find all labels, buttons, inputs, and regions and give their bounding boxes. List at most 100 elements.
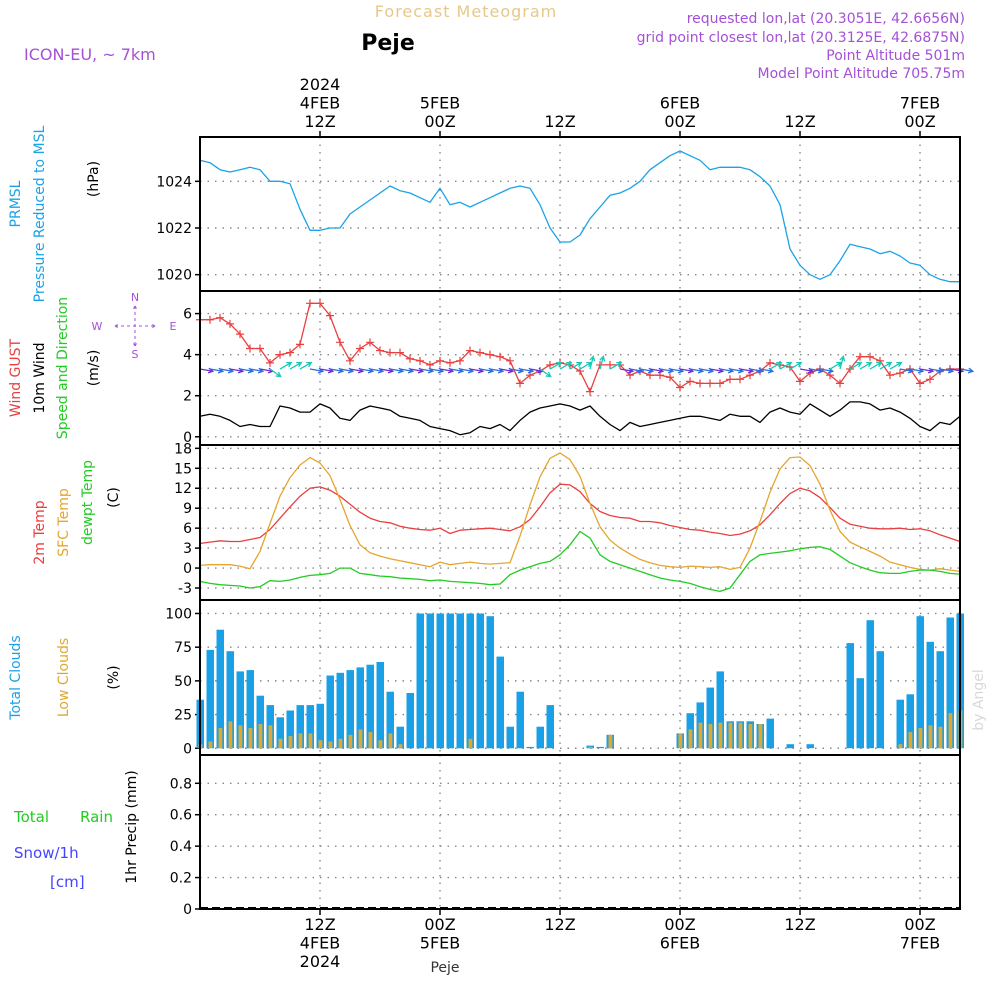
top-time-label: 6FEB [660,94,700,113]
wind-arrow [549,361,563,370]
wind-arrow [279,361,293,370]
total-cloud-bar [326,675,334,749]
total-cloud-bar [866,620,874,749]
gust-marker [506,356,514,365]
total-cloud-bar [536,726,544,749]
total-cloud-bar [546,705,554,749]
low-cloud-bar [388,733,393,749]
wind-arrow [539,368,552,378]
wind-arrow [849,361,863,370]
total-cloud-bar [466,613,474,749]
gust-marker [266,358,274,367]
total-cloud-bar [926,641,934,749]
total-cloud-bar [916,616,924,749]
total-cloud-bar [786,744,794,749]
axis-label: Speed and Direction [55,297,71,439]
total-cloud-bar [506,726,514,749]
low-cloud-bar [758,724,763,749]
total-cloud-bar [846,643,854,749]
gust-marker [516,379,524,388]
total-cloud-bar [946,617,954,749]
total-cloud-bar [936,651,944,749]
compass-e: E [170,320,177,333]
bottom-time-label: 12Z [784,915,815,934]
low-cloud-bar [938,726,943,749]
y-tick-label: 1024 [156,174,192,190]
total-cloud-bar [456,613,464,749]
y-tick-label: 1020 [156,268,192,284]
wind-arrow [599,355,606,370]
total-cloud-bar [476,613,484,749]
gust-marker [226,319,234,328]
axis-label: Pressure Reduced to MSL [32,125,48,302]
low-cloud-bar [898,744,903,749]
gust-marker [256,344,264,353]
low-cloud-bar [268,725,273,749]
wind-arrow [889,361,903,370]
wind-arrow [289,361,303,370]
low-cloud-bar [378,740,383,749]
panel-frame [199,136,961,292]
low-cloud-bar [208,741,213,749]
low-cloud-bar [358,729,363,749]
total-cloud-bar [406,693,414,749]
y-tick-label: 0 [183,430,192,446]
gust-marker [416,356,424,365]
low-cloud-bar [738,722,743,749]
bottom-time-label: 00Z [424,915,455,934]
y-tick-label: 0.4 [170,839,192,855]
gust-marker [476,348,484,357]
total-cloud-bar [356,667,364,749]
gust-marker [296,340,304,349]
gust-marker [696,379,704,388]
total-cloud-bar [516,691,524,749]
low-cloud-bar [218,728,223,749]
gust-marker [866,352,874,361]
total-cloud-bar [876,651,884,749]
top-time-label: 00Z [424,112,455,131]
wind-arrow [269,368,282,378]
low-cloud-bar [368,732,373,749]
gust-marker [286,348,294,357]
top-time-label: 5FEB [420,94,460,113]
wind-arrow [559,361,573,370]
low-cloud-bar [398,744,403,749]
gust-marker [496,352,504,361]
series-10m-wind-line [199,401,961,436]
axis-label: (m/s) [86,350,102,387]
total-cloud-bar [716,671,724,749]
gust-marker [406,354,414,363]
total-cloud-bar [346,670,354,749]
wind-arrow [789,361,803,370]
low-cloud-bar [338,738,343,749]
axis-label: Total Clouds [8,635,24,720]
compass-s: S [132,348,139,361]
low-cloud-bar [278,738,283,749]
axis-label: 1hr Precip (mm) [124,770,140,883]
bottom-time-label: 12Z [304,915,335,934]
low-cloud-bar [728,722,733,749]
gust-marker [706,379,714,388]
gust-marker [316,299,324,308]
gust-marker [926,375,934,384]
gust-marker [676,383,684,392]
gust-marker [206,315,214,324]
low-cloud-bar [298,733,303,749]
compass-w: W [92,320,103,333]
precip-legend-label: Rain [80,808,113,826]
compass-n: N [131,291,139,304]
low-cloud-bar [948,713,953,749]
y-tick-label: 100 [165,606,192,622]
axis-label: 10m Wind [32,342,48,413]
wind-arrow [769,361,783,370]
total-cloud-bar [226,651,234,749]
top-time-label: 4FEB [300,94,340,113]
total-cloud-bar [276,717,284,749]
gust-marker [486,350,494,359]
low-cloud-bar [318,740,323,749]
low-cloud-bar [678,733,683,749]
precip-legend-label: Total [13,808,49,826]
series-wind-gust-line [200,302,960,393]
grid-point-coords: grid point closest lon,lat (20.3125E, 42… [637,30,965,46]
